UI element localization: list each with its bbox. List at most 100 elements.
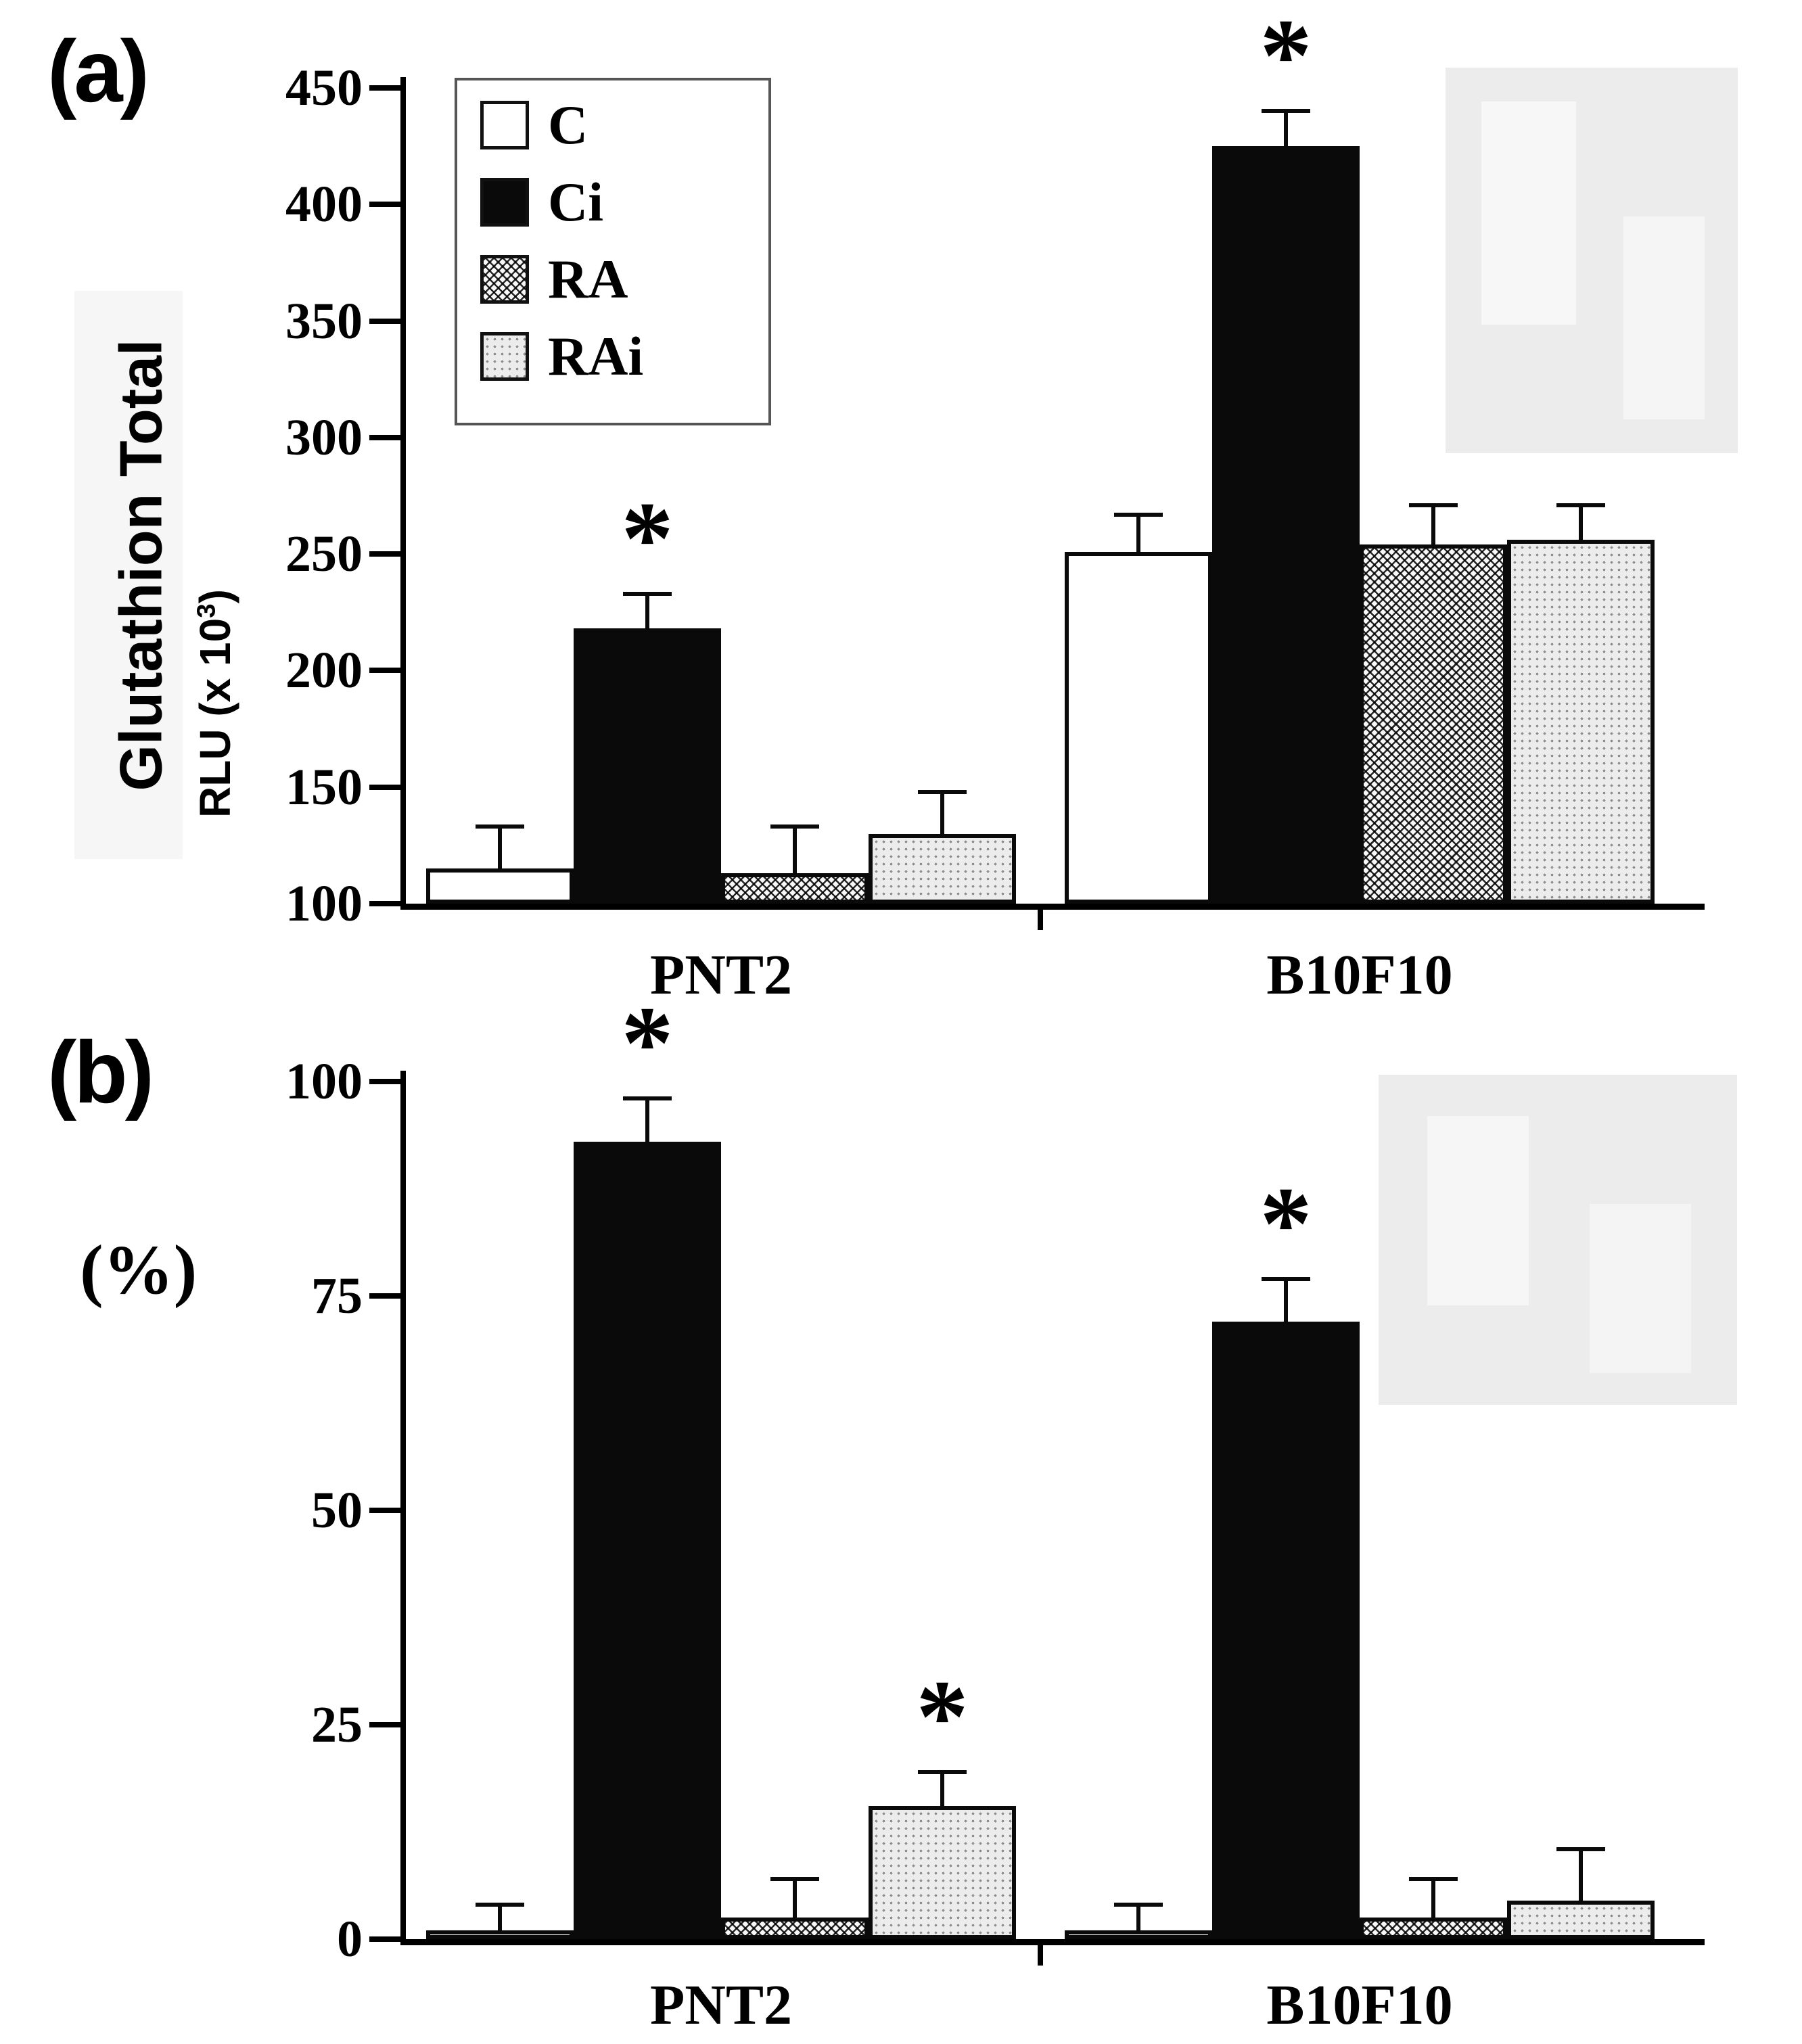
y-tick-label-a-250: 250 <box>285 526 363 583</box>
bar-RAi-B10F10 <box>1507 540 1655 904</box>
error-cap-Ci-PNT2 <box>623 1096 672 1101</box>
error-bar-C-B10F10 <box>1136 1905 1140 1931</box>
bar-RA-PNT2 <box>721 1918 869 1939</box>
legend-item-ci: Ci <box>480 171 768 233</box>
significance-asterisk-Ci-B10F10: * <box>1260 1165 1312 1282</box>
bar-RA-B10F10 <box>1360 544 1507 904</box>
legend-item-c: C <box>480 94 768 156</box>
artifact-block-left <box>74 291 183 859</box>
category-label-a-PNT2: PNT2 <box>650 944 792 1006</box>
bar-C-B10F10 <box>1065 1930 1212 1939</box>
legend-swatch-rai <box>480 332 529 381</box>
y-tick-a-200 <box>369 668 400 674</box>
y-tick-b-100 <box>369 1079 400 1084</box>
error-bar-Ci-B10F10 <box>1284 111 1288 147</box>
error-cap-C-PNT2 <box>476 824 524 829</box>
bar-Ci-B10F10 <box>1212 146 1360 904</box>
legend-swatch-c <box>480 101 529 149</box>
y-tick-label-b-50: 50 <box>311 1482 363 1539</box>
significance-asterisk-Ci-PNT2: * <box>621 480 674 597</box>
y-tick-label-a-100: 100 <box>285 875 363 932</box>
y-tick-a-350 <box>369 318 400 324</box>
y-tick-b-75 <box>369 1293 400 1299</box>
x-axis-b <box>400 1939 1705 1945</box>
error-bar-Ci-PNT2 <box>645 1098 649 1142</box>
panel-b-label: (b) <box>47 1023 154 1121</box>
error-bar-RA-B10F10 <box>1431 1879 1435 1918</box>
y-axis-a <box>400 77 406 910</box>
error-bar-C-B10F10 <box>1136 514 1140 552</box>
error-bar-RA-B10F10 <box>1431 505 1435 545</box>
y-tick-label-a-400: 400 <box>285 176 363 233</box>
legend-label-ci: Ci <box>548 171 603 233</box>
y-tick-b-25 <box>369 1722 400 1727</box>
error-bar-Ci-PNT2 <box>645 593 649 629</box>
legend-label-c: C <box>548 94 588 156</box>
bar-Ci-B10F10 <box>1212 1322 1360 1939</box>
artifact-block-top-right-inner2 <box>1623 216 1705 419</box>
bar-C-PNT2 <box>426 868 574 904</box>
legend-swatch-ra <box>480 255 529 304</box>
bar-Ci-PNT2 <box>574 628 721 904</box>
legend-label-rai: RAi <box>548 325 644 387</box>
legend-label-ra: RA <box>548 248 628 310</box>
bar-RA-PNT2 <box>721 873 869 904</box>
artifact-block-top-right-inner <box>1481 101 1576 325</box>
artifact-block-mid-right-inner2 <box>1590 1204 1691 1373</box>
artifact-block-mid-right-inner <box>1427 1116 1529 1305</box>
error-bar-RAi-PNT2 <box>940 791 944 834</box>
y-tick-a-450 <box>369 85 400 91</box>
y-axis-b <box>400 1071 406 1945</box>
error-cap-RAi-PNT2 <box>918 789 967 794</box>
legend-item-ra: RA <box>480 248 768 310</box>
y-axis-title-percent: (%) <box>80 1231 198 1309</box>
bar-RAi-PNT2 <box>869 833 1016 904</box>
error-cap-RAi-B10F10 <box>1556 503 1605 507</box>
y-tick-a-250 <box>369 551 400 557</box>
category-label-b-PNT2: PNT2 <box>650 1974 792 2037</box>
bar-Ci-PNT2 <box>574 1141 721 1939</box>
panel-a-label: (a) <box>47 22 149 120</box>
error-cap-C-B10F10 <box>1114 512 1163 517</box>
y-tick-a-300 <box>369 434 400 440</box>
error-cap-RA-B10F10 <box>1409 503 1458 507</box>
legend-item-rai: RAi <box>480 325 768 387</box>
y-tick-a-150 <box>369 784 400 790</box>
category-label-b-B10F10: B10F10 <box>1266 1974 1453 2037</box>
bar-RAi-B10F10 <box>1507 1900 1655 1939</box>
error-bar-RAi-B10F10 <box>1579 505 1583 540</box>
y-tick-a-100 <box>369 901 400 906</box>
error-bar-C-PNT2 <box>498 1905 502 1931</box>
bar-C-B10F10 <box>1065 551 1212 904</box>
error-cap-RA-PNT2 <box>770 1877 819 1882</box>
error-bar-Ci-B10F10 <box>1284 1278 1288 1322</box>
y-tick-label-b-100: 100 <box>285 1053 363 1110</box>
y-tick-label-a-150: 150 <box>285 758 363 816</box>
y-tick-b-0 <box>369 1936 400 1942</box>
y-tick-label-b-75: 75 <box>311 1268 363 1324</box>
bar-C-PNT2 <box>426 1930 574 1939</box>
error-cap-Ci-B10F10 <box>1262 109 1310 114</box>
y-tick-label-a-450: 450 <box>285 60 363 116</box>
error-bar-RAi-B10F10 <box>1579 1849 1583 1901</box>
x-axis-a <box>400 904 1705 910</box>
significance-asterisk-RAi-PNT2: * <box>916 1658 969 1775</box>
error-bar-RAi-PNT2 <box>940 1771 944 1807</box>
significance-asterisk-Ci-PNT2: * <box>621 985 674 1102</box>
legend-box: C Ci RA RAi <box>455 78 771 425</box>
error-bar-RA-PNT2 <box>793 1879 797 1918</box>
y-tick-label-a-300: 300 <box>285 409 363 466</box>
category-label-a-B10F10: B10F10 <box>1266 944 1453 1006</box>
error-cap-C-PNT2 <box>476 1903 524 1907</box>
error-bar-C-PNT2 <box>498 827 502 869</box>
bar-RA-B10F10 <box>1360 1918 1507 1939</box>
error-cap-C-B10F10 <box>1114 1903 1163 1907</box>
error-cap-Ci-PNT2 <box>623 591 672 596</box>
error-cap-RA-PNT2 <box>770 824 819 829</box>
y-tick-a-400 <box>369 202 400 208</box>
y-tick-b-50 <box>369 1508 400 1513</box>
y-tick-label-a-200: 200 <box>285 642 363 699</box>
error-cap-RA-B10F10 <box>1409 1877 1458 1882</box>
